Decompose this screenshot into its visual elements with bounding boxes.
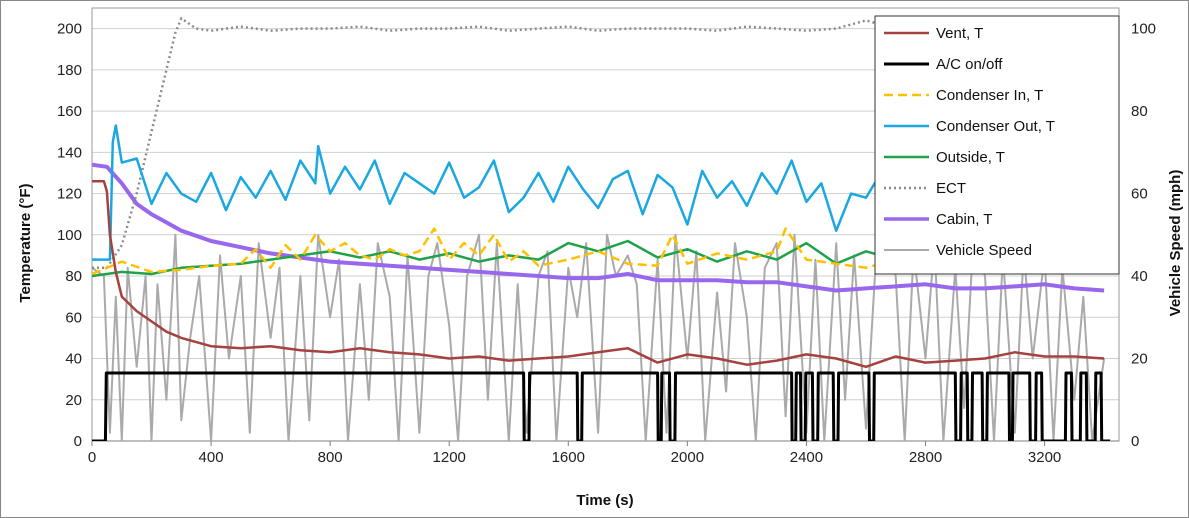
legend-label-0: Vent, T [936,25,983,42]
y-tick-label-2: 40 [65,351,82,368]
series-line-6 [92,162,1105,293]
x-tick-label-5: 2000 [671,449,704,466]
y2-tick-label-0: 0 [1131,433,1139,450]
x-tick-label-3: 1200 [433,449,466,466]
y-tick-label-5: 100 [57,227,82,244]
y-tick-label-1: 20 [65,392,82,409]
y2-tick-label-2: 40 [1131,268,1148,285]
y2-axis-ticks: 0 20 40 60 80 100 [1131,21,1156,450]
legend-label-1: A/C on/off [936,56,1003,73]
y-axis-title: Temperature (°F) [17,183,34,302]
x-tick-label-7: 2800 [909,449,942,466]
legend-label-7: Vehicle Speed [936,242,1032,259]
legend-label-2: Condenser In, T [936,87,1043,104]
y-tick-label-4: 80 [65,268,82,285]
y2-tick-label-5: 100 [1131,21,1156,38]
y2-axis-title: Vehicle Speed (mph) [1167,170,1184,317]
series-line-0 [92,179,1105,369]
x-axis-title: Time (s) [576,492,633,509]
legend-label-3: Condenser Out, T [936,118,1055,135]
x-tick-label-0: 0 [88,449,96,466]
legend-label-6: Cabin, T [936,211,992,228]
x-tick-label-1: 400 [199,449,224,466]
legend: Vent, T A/C on/off Condenser In, T Condense… [874,15,1120,275]
x-tick-label-4: 1600 [552,449,585,466]
legend-box [874,15,1120,275]
x-tick-label-6: 2400 [790,449,823,466]
x-axis-ticks: 0 400 800 1200 1600 2000 2400 2800 3200 [88,441,1061,466]
y-tick-label-6: 120 [57,186,82,203]
x-tick-label-8: 3200 [1028,449,1061,466]
y2-tick-label-3: 60 [1131,186,1148,203]
y2-tick-label-4: 80 [1131,103,1148,120]
y-tick-label-3: 60 [65,309,82,326]
y-tick-label-0: 0 [74,433,82,450]
legend-label-4: Outside, T [936,149,1005,166]
legend-label-5: ECT [936,180,966,197]
y-axis-ticks: 0 20 40 60 80 100 120 140 160 180 200 [57,21,82,450]
series-line-7 [92,233,1106,441]
y-tick-label-8: 160 [57,103,82,120]
x-tick-label-2: 800 [318,449,343,466]
y2-tick-label-1: 20 [1131,351,1148,368]
y-tick-label-10: 200 [57,21,82,38]
y-tick-label-7: 140 [57,144,82,161]
y-tick-label-9: 180 [57,62,82,79]
